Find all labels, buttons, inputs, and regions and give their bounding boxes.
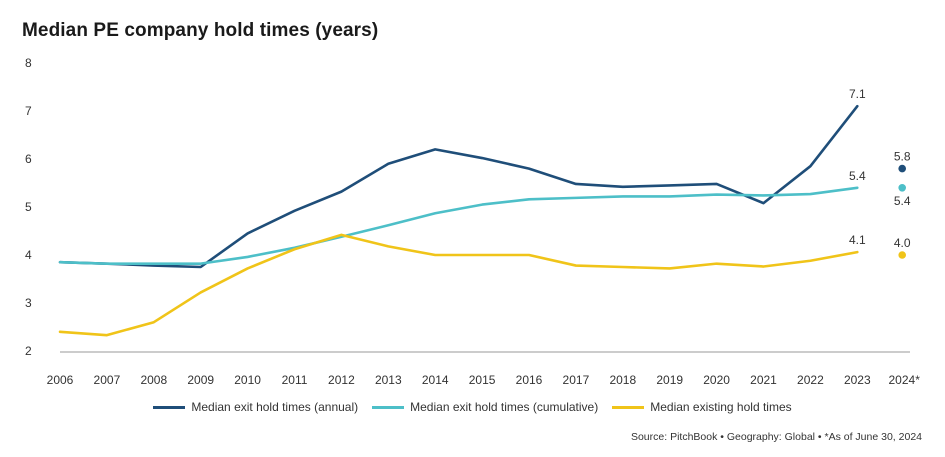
x-tick-label: 2010 <box>234 373 261 387</box>
data-label: 4.1 <box>849 233 866 247</box>
x-tick-label: 2015 <box>469 373 496 387</box>
x-tick-label: 2016 <box>516 373 543 387</box>
data-label: 5.4 <box>894 194 911 208</box>
y-tick-label: 7 <box>25 104 32 118</box>
y-tick-label: 4 <box>25 248 32 262</box>
series-line-annual <box>58 104 859 269</box>
y-tick-label: 3 <box>25 296 32 310</box>
series-line-cumulative <box>58 186 859 265</box>
legend-item-existing: Median existing hold times <box>612 400 792 414</box>
x-tick-label: 2024* <box>889 373 921 387</box>
x-tick-label: 2012 <box>328 373 355 387</box>
x-tick-label: 2006 <box>47 373 74 387</box>
legend-swatch-cumulative <box>372 405 405 409</box>
chart-title: Median PE company hold times (years) <box>22 20 379 41</box>
x-tick-label: 2009 <box>187 373 214 387</box>
y-tick-label: 5 <box>25 200 32 214</box>
series-line-existing <box>58 233 859 337</box>
point-2024-cumulative <box>898 184 906 192</box>
x-tick-label: 2019 <box>656 373 683 387</box>
y-tick-label: 2 <box>25 344 32 358</box>
source-note: Source: PitchBook • Geography: Global • … <box>630 431 922 443</box>
y-tick-label: 8 <box>25 56 32 70</box>
legend-item-cumulative: Median exit hold times (cumulative) <box>372 400 598 414</box>
legend: Median exit hold times (annual) Median e… <box>0 400 945 414</box>
legend-label-cumulative: Median exit hold times (cumulative) <box>410 400 599 414</box>
data-label: 5.8 <box>894 150 911 164</box>
x-tick-label: 2011 <box>282 373 308 387</box>
point-2024-annual <box>898 164 906 173</box>
x-tick-label: 2014 <box>422 373 449 387</box>
point-2024-existing <box>898 251 906 259</box>
x-tick-label: 2013 <box>375 373 402 387</box>
legend-label-existing: Median existing hold times <box>650 400 792 414</box>
y-tick-label: 6 <box>25 152 32 166</box>
x-tick-label: 2017 <box>563 373 590 387</box>
legend-label-annual: Median exit hold times (annual) <box>191 400 359 414</box>
data-label: 4.0 <box>894 236 911 250</box>
legend-swatch-existing <box>612 405 645 409</box>
x-tick-label: 2023 <box>844 373 871 387</box>
data-label: 7.1 <box>849 87 866 101</box>
points-2024 <box>898 164 906 259</box>
x-axis: 2006 2007 2008 2009 2010 2011 2012 2013 2014 2015… <box>47 351 921 387</box>
x-tick-label: 2007 <box>94 373 121 387</box>
x-tick-label: 2018 <box>609 373 636 387</box>
x-tick-label: 2021 <box>750 373 777 387</box>
data-label: 5.4 <box>849 169 866 183</box>
data-labels: 7.1 5.4 4.1 5.8 5.4 4.0 <box>849 87 911 250</box>
legend-swatch-annual <box>153 405 186 409</box>
x-tick-label: 2022 <box>797 373 824 387</box>
y-axis: 2 3 4 5 6 7 8 <box>25 56 32 358</box>
legend-item-annual: Median exit hold times (annual) <box>153 400 358 414</box>
x-tick-label: 2020 <box>703 373 730 387</box>
x-tick-label: 2008 <box>140 373 167 387</box>
series-lines <box>58 104 859 337</box>
